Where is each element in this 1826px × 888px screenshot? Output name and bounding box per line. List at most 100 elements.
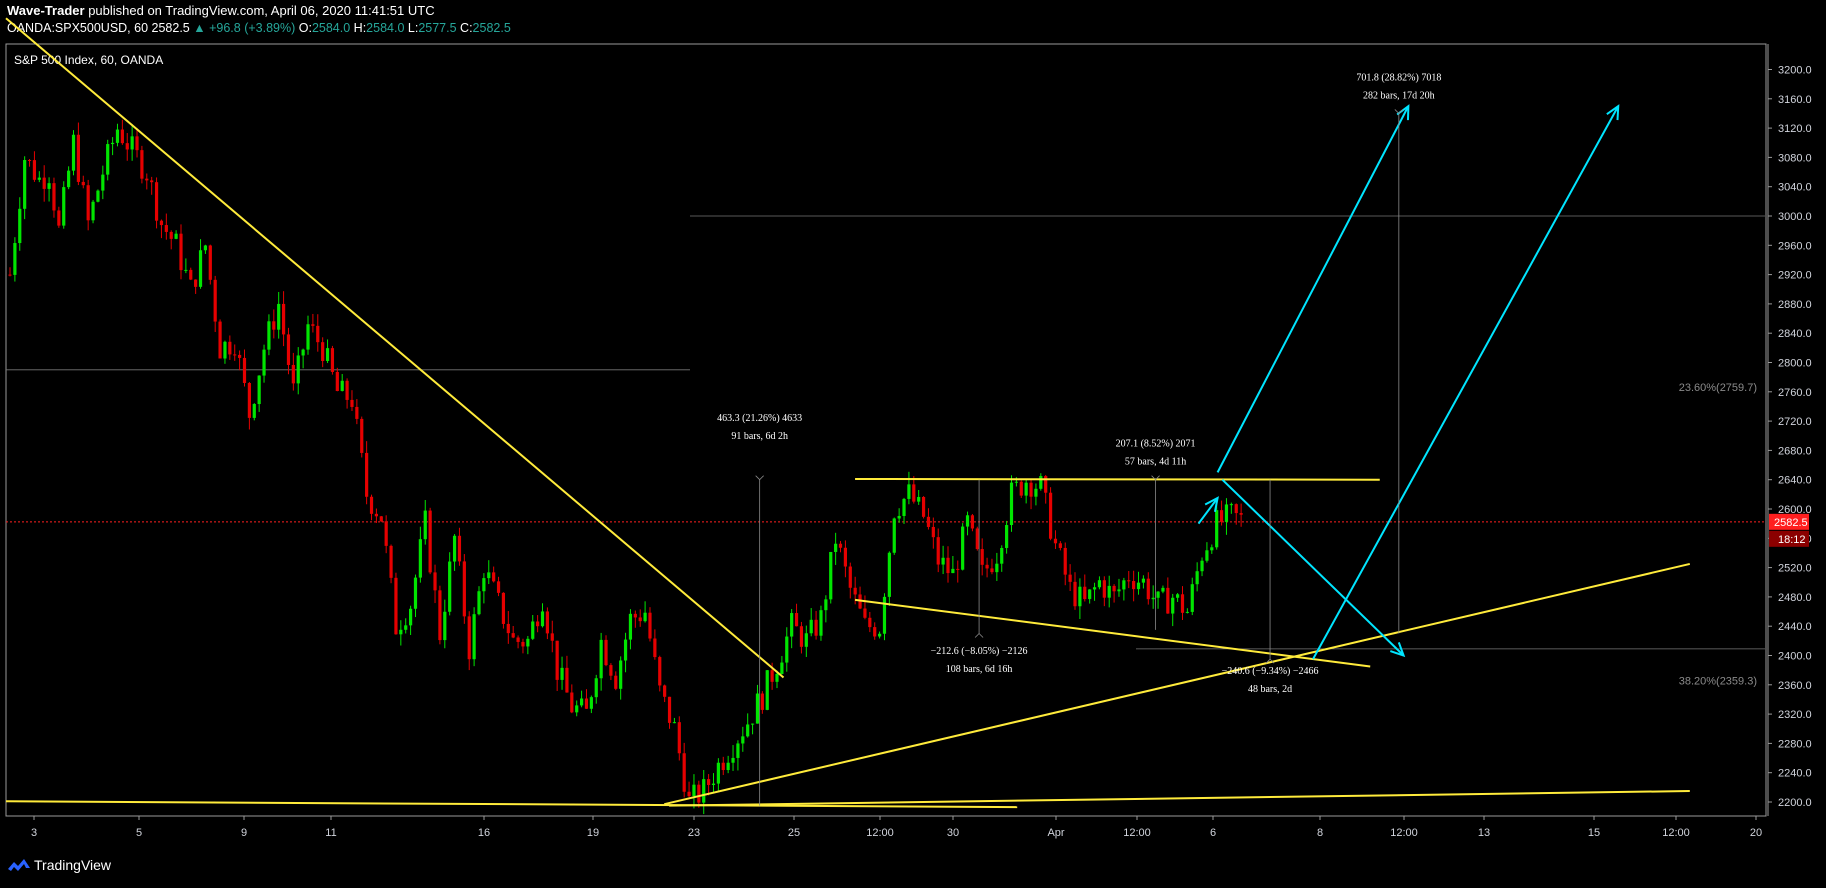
candle-body — [365, 452, 369, 497]
x-tick-label: 6 — [1210, 827, 1216, 839]
trendline — [664, 562, 1691, 806]
candle-body — [799, 626, 804, 647]
last-price: 2582.5 — [151, 21, 190, 35]
candle-body — [648, 612, 652, 639]
projection-arrow — [1216, 105, 1410, 473]
candle-body — [1215, 510, 1219, 548]
candle-body — [37, 177, 41, 180]
candle-body — [179, 233, 183, 271]
candle-body — [71, 134, 76, 171]
tradingview-logo-icon[interactable] — [7, 856, 31, 874]
candle-body — [189, 269, 193, 280]
candle-body — [672, 722, 677, 724]
candle-body — [965, 515, 970, 527]
candle-body — [863, 608, 867, 618]
candle-body — [516, 637, 520, 642]
candle-body — [394, 577, 398, 635]
trendline — [854, 598, 1371, 668]
candle-body — [873, 627, 877, 637]
candle-body — [736, 743, 740, 758]
projection-arrow — [1221, 478, 1405, 657]
candle-body — [677, 722, 681, 754]
candle-body — [262, 349, 266, 376]
candle-body — [570, 692, 574, 713]
candle-body — [57, 210, 61, 226]
x-tick-label: 13 — [1478, 827, 1490, 839]
candle-body — [716, 762, 720, 784]
arrow-head — [1390, 642, 1406, 658]
candle-body — [457, 535, 462, 562]
y-tick-label: 3200.0 — [1778, 65, 1812, 77]
candle-body — [1097, 580, 1102, 588]
candle-body — [409, 608, 413, 626]
candle-body — [448, 561, 452, 612]
candle-body — [1053, 538, 1058, 544]
low-label: L: — [407, 21, 419, 35]
candle-body — [433, 572, 437, 591]
candle-body — [369, 496, 374, 514]
y-tick-label: 3040.0 — [1778, 182, 1812, 194]
candle-body — [404, 625, 408, 630]
candle-body — [252, 404, 256, 418]
author-name[interactable]: Wave-Trader — [7, 3, 85, 18]
candle-body — [1161, 587, 1165, 592]
candle-body — [257, 375, 261, 405]
candle-body — [604, 639, 608, 666]
candle-body — [374, 513, 379, 517]
candle-body — [731, 757, 735, 763]
candle-body — [506, 623, 510, 634]
candle-body — [1112, 585, 1116, 592]
candle-body — [623, 639, 628, 661]
y-tick-label: 2200.0 — [1778, 797, 1812, 809]
candle-body — [536, 621, 540, 627]
candle-body — [443, 611, 447, 641]
chart-header: Wave-Trader published on TradingView.com… — [0, 0, 1826, 40]
candle-body — [765, 670, 769, 710]
arrow-head — [1606, 104, 1620, 121]
candle-body — [492, 572, 496, 582]
candle-body — [140, 150, 144, 179]
candle-body — [1141, 578, 1146, 583]
y-tick-label: 2680.0 — [1778, 445, 1812, 457]
candle-body — [291, 364, 295, 384]
y-tick-label: 2440.0 — [1778, 621, 1812, 633]
candle-body — [1048, 492, 1053, 539]
y-tick-label: 2880.0 — [1778, 299, 1812, 311]
trendline — [669, 790, 1690, 807]
candle-body — [267, 321, 271, 350]
measure-sublabel: 282 bars, 17d 20h — [1363, 90, 1435, 101]
candle-body — [887, 552, 891, 597]
candle-body — [843, 547, 847, 567]
measure-label: 207.1 (8.52%) 2071 — [1116, 439, 1196, 450]
measure-sublabel: 57 bars, 4d 11h — [1125, 457, 1186, 468]
publish-info: Wave-Trader published on TradingView.com… — [7, 3, 435, 18]
candle-body — [555, 640, 559, 680]
candle-body — [423, 510, 427, 540]
tradingview-brand[interactable]: TradingView — [34, 857, 112, 873]
candle-body — [330, 348, 335, 372]
candle-body — [306, 324, 310, 350]
symbol-label[interactable]: OANDA:SPX500USD, 60 — [7, 21, 149, 35]
candle-body — [67, 170, 71, 188]
candle-body — [1176, 594, 1180, 598]
candle-body — [1034, 488, 1038, 497]
candle-body — [18, 208, 22, 244]
candle-body — [760, 693, 764, 710]
candle-body — [1180, 594, 1185, 613]
candle-body — [931, 526, 935, 538]
candle-body — [970, 515, 975, 529]
candle-body — [96, 190, 100, 202]
candle-body — [1151, 597, 1155, 600]
x-tick-label: 25 — [788, 827, 800, 839]
candle-body — [27, 160, 32, 162]
candle-body — [81, 181, 85, 186]
measure-arrowhead — [1151, 475, 1160, 481]
y-tick-label: 2840.0 — [1778, 328, 1812, 340]
x-tick-label: 3 — [31, 827, 37, 839]
candle-body — [1044, 476, 1048, 493]
candle-body — [687, 791, 691, 797]
candle-body — [1219, 510, 1224, 522]
candle-body — [482, 578, 486, 592]
